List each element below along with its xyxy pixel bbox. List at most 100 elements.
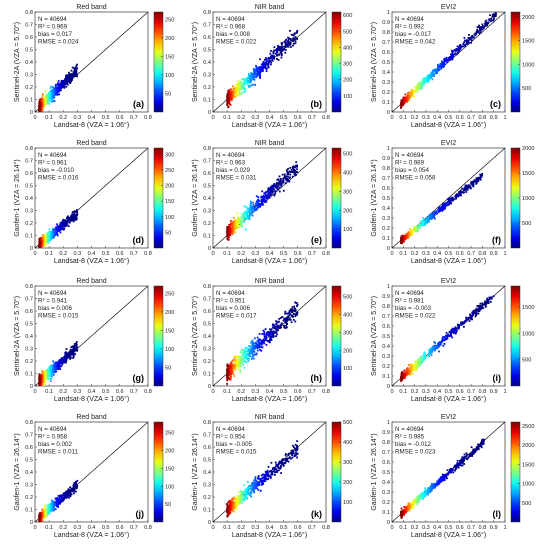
y-tick-label: 0 (208, 110, 211, 116)
data-point (491, 15, 494, 18)
data-point (289, 173, 292, 176)
data-point (75, 72, 78, 75)
data-point (420, 220, 423, 223)
data-point (41, 370, 44, 373)
x-axis-label: Landsat-8 (VZA = 1.06°) (54, 121, 129, 129)
data-point (288, 170, 291, 173)
data-point (52, 373, 55, 376)
data-point (64, 361, 67, 364)
panel-title: NIR band (255, 278, 285, 285)
data-point (482, 306, 485, 309)
y-axis-label: Sentinel-2A (VZA = 5.70°) (191, 22, 199, 102)
data-point (249, 203, 252, 206)
data-point (50, 91, 52, 93)
data-point (237, 93, 239, 96)
data-point (232, 88, 235, 91)
y-tick-label: 0.5 (203, 48, 211, 54)
data-point (264, 61, 267, 64)
data-point (234, 225, 237, 227)
y-tick-label: 0.5 (25, 48, 33, 54)
data-point (249, 345, 251, 348)
data-point (60, 360, 63, 363)
data-point (239, 222, 242, 225)
x-tick-label: 0.5 (102, 389, 110, 395)
data-point (457, 326, 460, 329)
data-point (227, 235, 230, 238)
data-point (63, 84, 66, 87)
data-point (259, 77, 262, 79)
data-point (38, 377, 41, 380)
data-point (450, 330, 453, 333)
data-point (433, 341, 436, 343)
data-point (426, 80, 429, 83)
data-point (277, 44, 279, 47)
data-point (273, 184, 276, 187)
x-tick-label: 0 (390, 389, 393, 395)
data-point (45, 102, 48, 105)
x-tick-label: 0.5 (280, 115, 288, 121)
data-point (71, 351, 74, 353)
data-point (226, 227, 229, 230)
data-point (437, 209, 440, 212)
data-point (255, 208, 258, 211)
y-tick-label: 1 (387, 10, 390, 16)
data-point (282, 319, 285, 322)
data-point (43, 383, 46, 386)
data-point (465, 191, 468, 193)
data-point (414, 229, 417, 232)
data-point (54, 234, 57, 237)
data-point (64, 79, 66, 82)
data-point (264, 57, 267, 59)
data-point (429, 348, 432, 351)
data-point (260, 340, 263, 343)
data-point (489, 14, 491, 17)
data-point (421, 79, 424, 82)
data-point (244, 352, 247, 355)
data-point (432, 69, 434, 72)
data-point (56, 364, 59, 367)
colorbar-tick-label: 300 (343, 62, 352, 68)
data-point (256, 74, 259, 77)
x-tick-label: 0.2 (59, 389, 67, 395)
data-point (259, 348, 261, 351)
stat-r2: R² = 0.992 (395, 24, 425, 31)
data-point (472, 36, 475, 39)
data-point (233, 362, 236, 365)
panel-label: (b) (311, 99, 323, 109)
data-point (253, 205, 255, 208)
data-point (449, 199, 452, 202)
data-point (239, 80, 242, 83)
data-point (40, 238, 43, 240)
y-tick-label: 0.3 (382, 354, 390, 360)
stat-bias: bias = -0.010 (38, 167, 75, 174)
data-point (285, 324, 288, 327)
data-point (294, 174, 297, 177)
data-point (466, 39, 468, 42)
x-tick-label: 0.7 (467, 389, 475, 395)
data-point (248, 349, 251, 352)
data-point (292, 42, 295, 45)
data-point (229, 362, 232, 365)
data-point (276, 51, 278, 54)
data-point (255, 344, 257, 347)
data-point (42, 238, 45, 241)
data-point (252, 357, 255, 360)
data-point (51, 89, 54, 92)
data-point (231, 230, 234, 233)
data-point (243, 359, 246, 362)
colorbar-tick-label: 1000 (522, 196, 534, 202)
data-point (267, 193, 269, 196)
data-point (457, 327, 460, 330)
data-point (281, 173, 284, 176)
data-point (266, 331, 269, 333)
data-point (226, 237, 229, 240)
y-tick-label: 0.2 (25, 359, 33, 365)
data-point (54, 84, 57, 87)
x-tick-label: 0.9 (490, 115, 498, 121)
data-point (53, 231, 55, 234)
data-point (447, 197, 450, 200)
data-point (422, 357, 425, 360)
stat-rmse: RMSE = 0.016 (38, 175, 79, 182)
data-point (235, 86, 238, 89)
data-point (241, 358, 244, 361)
